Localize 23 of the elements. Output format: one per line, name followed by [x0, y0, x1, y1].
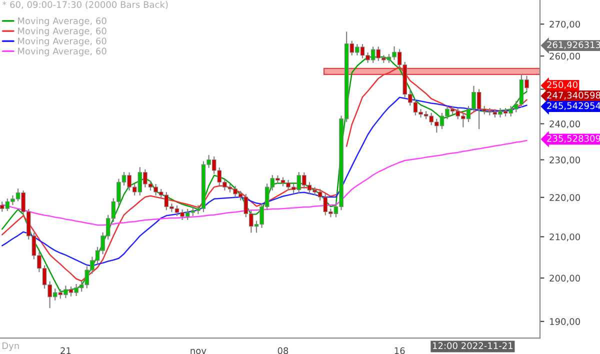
y-tick-label: 260,00 — [550, 52, 580, 61]
text: 235,528309 — [547, 134, 600, 143]
text: 12:00 2022-11-21 — [432, 342, 513, 350]
y-tick-label: 200,00 — [550, 274, 580, 283]
y-tick-label: 230,00 — [550, 156, 580, 164]
y-tick-label: 270,00 — [550, 20, 580, 29]
legend-label: Moving Average, 60 — [18, 48, 106, 56]
x-tick-label: nov — [190, 348, 206, 354]
text: Dyn — [2, 342, 19, 351]
legend-label: Moving Average, 60 — [18, 17, 106, 26]
y-tick-label: 240,00 — [550, 120, 580, 128]
x-tick-label: 21 — [60, 347, 71, 354]
text: 261,926313 — [547, 41, 600, 50]
y-tick-label: 220,00 — [550, 194, 580, 202]
y-tick-label: 210,00 — [550, 233, 580, 242]
text: 250,40 — [547, 81, 578, 90]
legend-label: Moving Average, 60 — [18, 37, 106, 46]
x-tick-label: 08 — [278, 347, 288, 354]
chart-title: * 60, 09:00-17:30 (20000 Bars Back) — [2, 1, 168, 10]
text: 247,340598 — [547, 92, 600, 100]
legend-label: Moving Average, 60 — [18, 27, 106, 36]
y-tick-label: 190,00 — [550, 318, 580, 326]
x-tick-label: 16 — [394, 347, 405, 354]
